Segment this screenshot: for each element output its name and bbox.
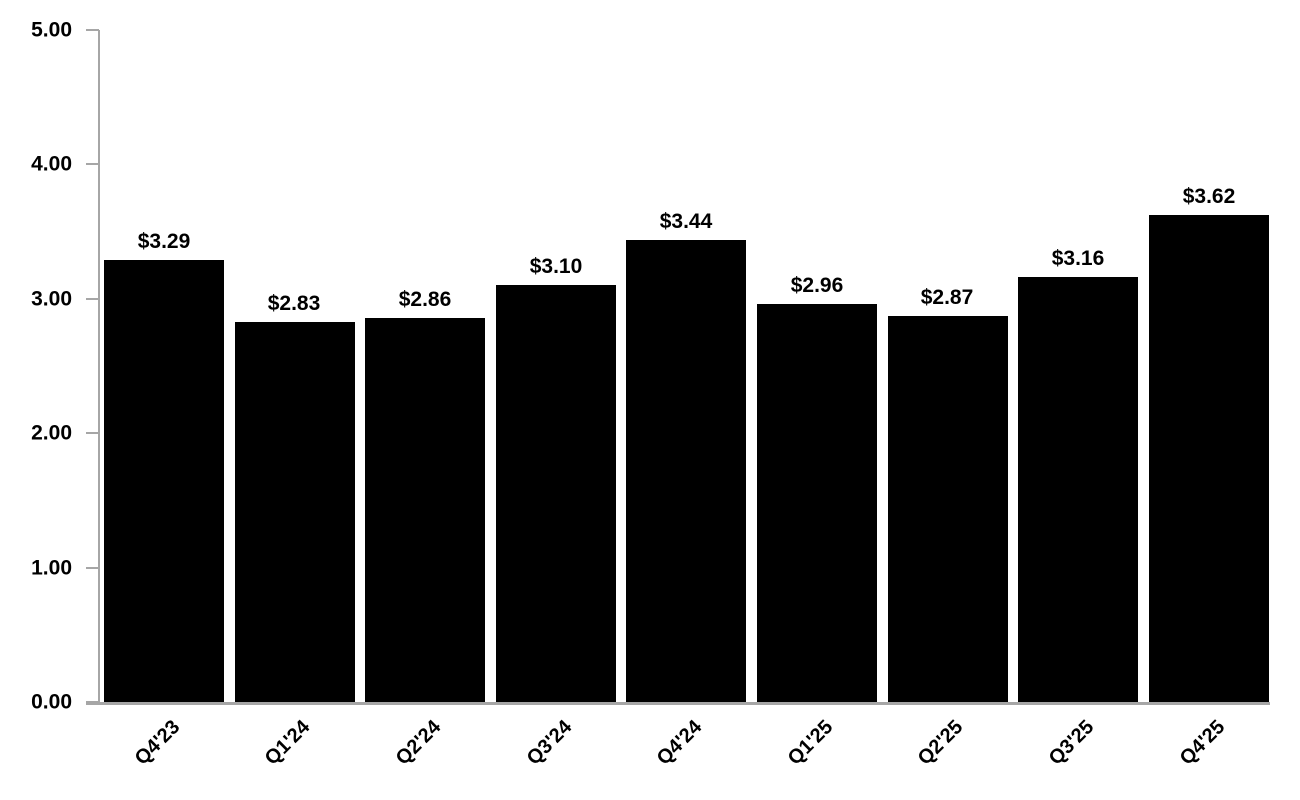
bar-value-label: $2.96 xyxy=(790,273,844,297)
bar xyxy=(757,304,877,702)
bar-value-label: $2.87 xyxy=(920,285,974,309)
y-axis-tick-label: 4.00 xyxy=(31,152,72,176)
y-axis-line xyxy=(98,30,100,702)
x-axis-label: Q4'23 xyxy=(131,716,185,770)
bar xyxy=(626,240,746,702)
x-axis-label: Q3'24 xyxy=(523,716,577,770)
x-axis-label: Q1'24 xyxy=(261,716,315,770)
x-axis-line xyxy=(86,702,1270,705)
x-axis-label: Q2'24 xyxy=(392,716,446,770)
bar xyxy=(888,316,1008,702)
y-axis-tick-mark xyxy=(86,701,99,703)
y-axis-tick-label: 1.00 xyxy=(31,556,72,580)
bar xyxy=(496,285,616,702)
y-axis-tick-mark xyxy=(86,566,99,569)
bar xyxy=(104,260,224,702)
bar-value-label: $2.86 xyxy=(398,287,452,311)
x-axis-label: Q4'24 xyxy=(653,716,707,770)
y-axis-tick-mark xyxy=(86,29,99,31)
bar xyxy=(235,322,355,702)
x-axis-label: Q1'25 xyxy=(784,716,838,770)
y-axis-tick-mark xyxy=(86,432,99,435)
bar-value-label: $3.16 xyxy=(1051,246,1105,270)
x-axis-label: Q4'25 xyxy=(1176,716,1230,770)
bar xyxy=(365,318,485,702)
y-axis-tick-mark xyxy=(86,163,99,166)
x-axis-label: Q2'25 xyxy=(914,716,968,770)
bar-value-label: $3.29 xyxy=(137,229,191,253)
y-axis-tick-label: 0.00 xyxy=(31,690,72,714)
bar-value-label: $3.62 xyxy=(1182,184,1236,208)
bar-value-label: $3.10 xyxy=(529,254,583,278)
bar-value-label: $3.44 xyxy=(659,209,713,233)
y-axis-tick-label: 5.00 xyxy=(31,18,72,42)
bar xyxy=(1149,215,1269,702)
x-axis-label: Q3'25 xyxy=(1045,716,1099,770)
y-axis-tick-label: 3.00 xyxy=(31,287,72,311)
y-axis-tick-mark xyxy=(86,297,99,300)
y-axis-tick-label: 2.00 xyxy=(31,421,72,445)
bar xyxy=(1018,277,1138,702)
bar-value-label: $2.83 xyxy=(267,291,321,315)
